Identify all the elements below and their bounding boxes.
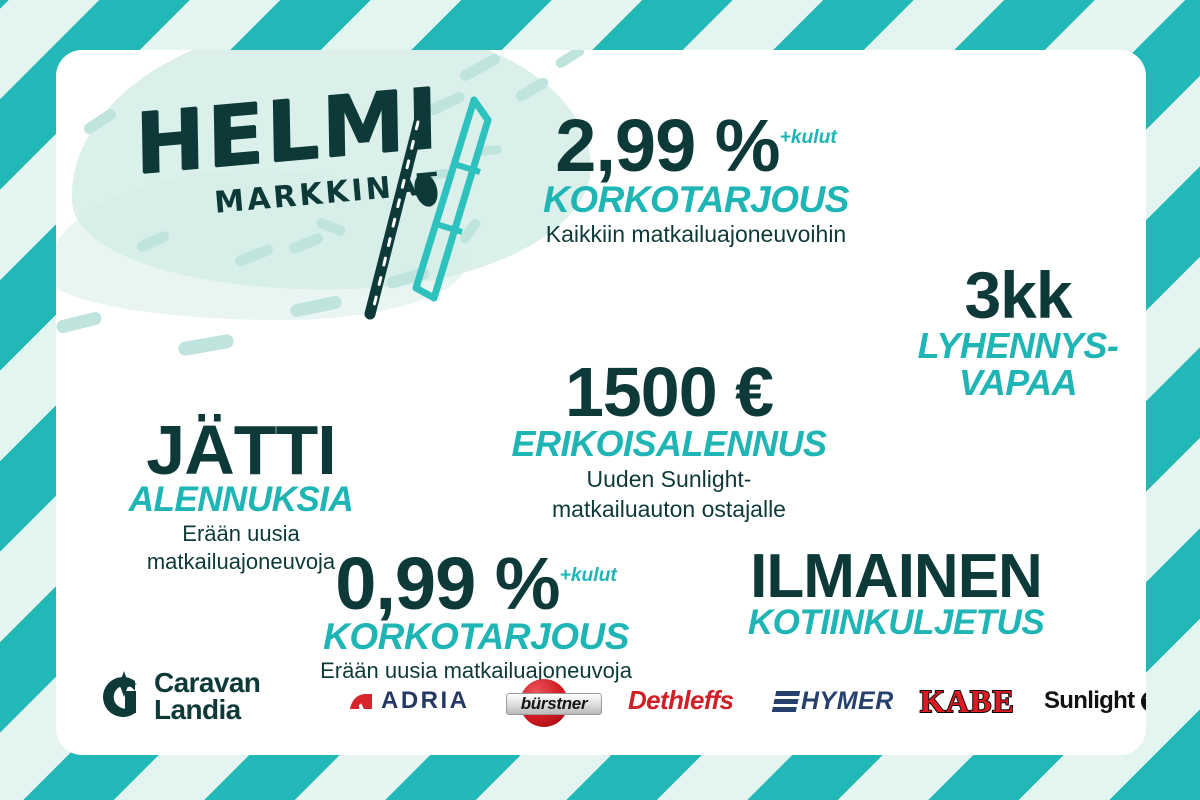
offer-label-line-1: LYHENNYS-	[917, 324, 1119, 366]
burstner-wordmark: bürstner	[520, 694, 588, 713]
offer-description-line-1: Uuden Sunlight-	[586, 465, 752, 492]
logo-kabe: KABE	[919, 682, 1015, 720]
offer-value: 3kk	[964, 258, 1072, 332]
dash-decoration	[56, 310, 103, 335]
offer-value-text: 2,99 %	[555, 104, 780, 187]
offer-label: KORKOTARJOUS	[323, 616, 629, 658]
offer-description-line-1: Erään uusia	[182, 520, 300, 546]
offer-superscript: +kulut	[559, 565, 617, 587]
dash-decoration	[177, 333, 235, 357]
logo-burstner: bürstner	[506, 679, 602, 729]
dash-decoration	[457, 52, 503, 83]
caravanlandia-line-2: Landia	[154, 694, 241, 725]
logo-adria: ADRIA	[348, 687, 470, 715]
burstner-banner: bürstner	[506, 693, 602, 715]
adria-wordmark: ADRIA	[381, 687, 470, 714]
offer-value: 2,99 %+kulut	[496, 109, 896, 183]
offer-label: ALENNUKSIA	[128, 480, 354, 520]
logo-hymer: HYMER	[771, 687, 894, 716]
palm-tree-circle-icon	[1141, 690, 1146, 712]
offer-special-discount: 1500 € ERIKOISALENNUS Uuden Sunlight- ma…	[454, 353, 884, 522]
dethleffs-wordmark: Dethleffs	[628, 685, 734, 715]
offer-description: Erään uusia matkailuajoneuvoja	[320, 658, 632, 684]
offer-value: 1500 €	[564, 353, 774, 431]
hymer-bars-icon	[771, 691, 801, 712]
dash-decoration	[82, 106, 118, 137]
offer-value: ILMAINEN	[750, 542, 1043, 611]
logo-dethleffs: Dethleffs	[628, 685, 734, 716]
offer-superscript: +kulut	[779, 127, 837, 149]
offer-interest-main: 2,99 %+kulut KORKOTARJOUS Kaikkiin matka…	[496, 109, 896, 248]
promo-card: HELMI MARKKINAT 2,99 %+kulut KORKOTARJOU…	[56, 50, 1146, 755]
logo-caravanlandia: Caravan Landia	[88, 667, 261, 725]
offer-value-text: 0,99 %	[335, 542, 560, 625]
offer-label: KORKOTARJOUS	[543, 179, 849, 221]
caravanlandia-c-sparkle-icon	[103, 671, 137, 717]
offer-description: Kaikkiin matkailuajoneuvoihin	[545, 221, 847, 248]
dash-decoration	[553, 50, 587, 70]
sunlight-wordmark: Sunlight	[1044, 687, 1135, 714]
logo-sunlight: Sunlight	[1044, 687, 1146, 715]
offer-label: ERIKOISALENNUS	[511, 423, 827, 465]
offer-huge-discounts: JÄTTI ALENNUKSIA Erään uusia matkailuajo…	[76, 411, 406, 574]
kabe-wordmark: KABE	[919, 682, 1015, 720]
dash-decoration	[513, 75, 551, 104]
offer-value: JÄTTI	[146, 411, 336, 489]
kayak-paddle-illustration	[364, 96, 492, 320]
caravanlandia-line-1: Caravan	[154, 667, 261, 699]
hymer-wordmark: HYMER	[801, 687, 894, 715]
offer-label: KOTIINKULJETUS	[747, 603, 1045, 643]
adria-mark-icon	[350, 693, 372, 709]
offer-value: 0,99 %+kulut	[266, 547, 686, 621]
brand-logo-row: Caravan Landia ADRIA bürstner Dethleffs	[56, 661, 1146, 741]
dash-decoration	[289, 294, 343, 319]
offer-interest-used: 0,99 %+kulut KORKOTARJOUS Erään uusia ma…	[266, 547, 686, 684]
offer-label-line-2: VAPAA	[958, 361, 1078, 403]
caravanlandia-wordmark: Caravan Landia	[154, 667, 261, 725]
offer-free-delivery: ILMAINEN KOTIINKULJETUS	[686, 542, 1106, 643]
offer-grace-period: 3kk LYHENNYS- VAPAA	[868, 258, 1146, 403]
offer-description-line-2: matkailuajoneuvoja	[146, 548, 336, 574]
offer-description-line-2: matkailuauton ostajalle	[552, 495, 786, 522]
